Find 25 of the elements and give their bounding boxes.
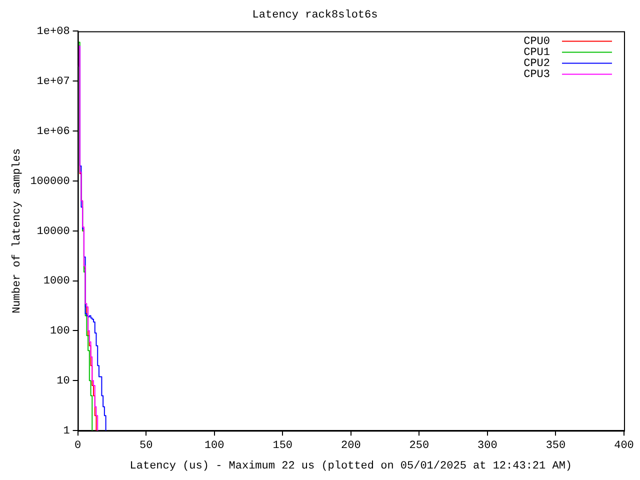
legend-label: CPU1 bbox=[524, 47, 550, 60]
y-tick-label: 10000 bbox=[36, 226, 70, 238]
x-tick-label: 150 bbox=[272, 440, 293, 452]
y-tick-label: 10 bbox=[56, 376, 70, 388]
y-tick-label: 100 bbox=[50, 326, 70, 338]
x-tick-label: 100 bbox=[204, 440, 224, 452]
y-tick-label: 1e+06 bbox=[36, 126, 70, 138]
legend-label: CPU3 bbox=[524, 69, 550, 82]
x-axis-title: Latency (us) - Maximum 22 us (plotted on 05/01/2025 at 12:43:21 AM) bbox=[130, 460, 572, 472]
legend-label: CPU2 bbox=[524, 58, 550, 70]
y-axis-title: Number of latency samples bbox=[12, 148, 24, 314]
y-tick-label: 1e+07 bbox=[36, 76, 70, 88]
x-tick-label: 50 bbox=[139, 440, 153, 452]
x-tick-label: 0 bbox=[74, 440, 82, 452]
y-tick-label: 100000 bbox=[30, 176, 70, 188]
chart-title: Latency rack8slot6s bbox=[252, 10, 378, 22]
y-tick-label: 1e+08 bbox=[36, 26, 70, 38]
y-tick-label: 1000 bbox=[43, 276, 70, 288]
x-tick-label: 300 bbox=[478, 440, 498, 452]
x-tick-label: 400 bbox=[614, 440, 634, 452]
x-tick-label: 200 bbox=[340, 440, 361, 452]
x-tick-label: 350 bbox=[546, 440, 566, 452]
y-tick-label: 1 bbox=[63, 426, 70, 438]
x-tick-label: 250 bbox=[409, 440, 430, 452]
legend-label: CPU0 bbox=[524, 36, 550, 48]
